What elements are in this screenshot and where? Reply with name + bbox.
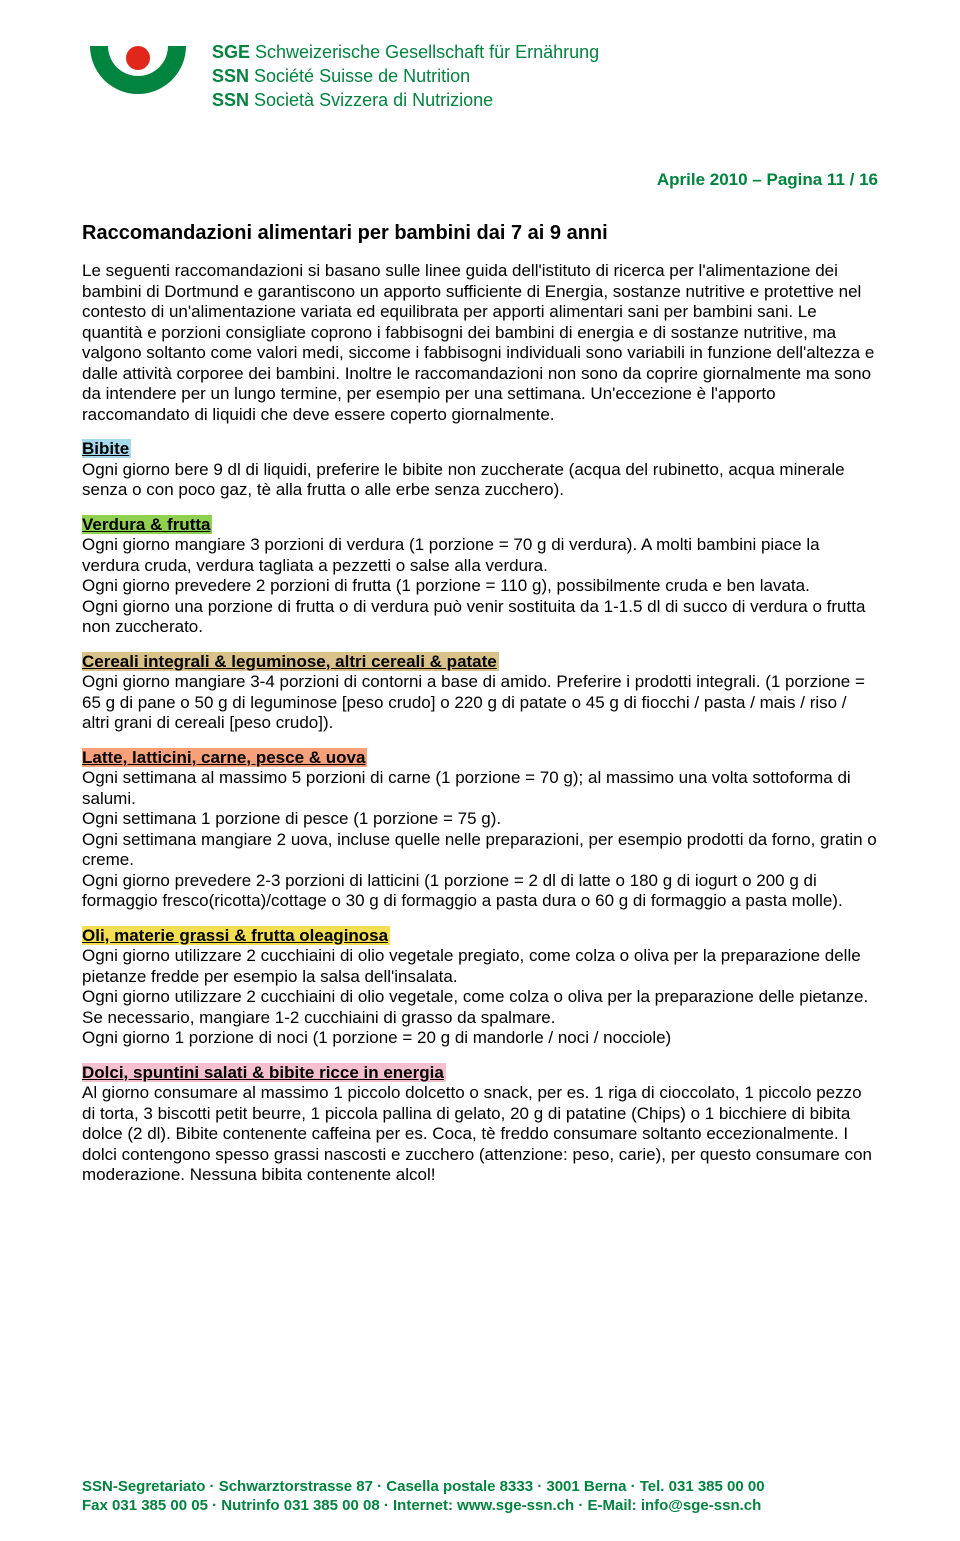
section-body-verdura: Ogni giorno mangiare 3 porzioni di verdu… — [82, 535, 878, 638]
org-line-3: SSN Società Svizzera di Nutrizione — [212, 88, 599, 112]
section-bibite: Bibite Ogni giorno bere 9 dl di liquidi, … — [82, 439, 878, 501]
footer-line-2: Fax 031 385 00 05 · Nutrinfo 031 385 00 … — [82, 1496, 878, 1515]
logo-icon — [82, 38, 194, 112]
section-body-dolci: Al giorno consumare al massimo 1 piccolo… — [82, 1083, 878, 1186]
section-body-oli: Ogni giorno utilizzare 2 cucchiaini di o… — [82, 946, 878, 1049]
section-body-latte: Ogni settimana al massimo 5 porzioni di … — [82, 768, 878, 912]
section-body-bibite: Ogni giorno bere 9 dl di liquidi, prefer… — [82, 460, 878, 501]
section-body-cereali: Ogni giorno mangiare 3-4 porzioni di con… — [82, 672, 878, 734]
section-heading-dolci: Dolci, spuntini salati & bibite ricce in… — [82, 1063, 446, 1082]
section-cereali: Cereali integrali & leguminose, altri ce… — [82, 652, 878, 734]
org-name-1: Schweizerische Gesellschaft für Ernährun… — [255, 42, 599, 62]
section-heading-verdura: Verdura & frutta — [82, 515, 212, 534]
section-dolci: Dolci, spuntini salati & bibite ricce in… — [82, 1063, 878, 1186]
footer: SSN-Segretariato · Schwarztorstrasse 87 … — [82, 1477, 878, 1515]
org-abbr-2: SSN — [212, 66, 249, 86]
footer-line-1: SSN-Segretariato · Schwarztorstrasse 87 … — [82, 1477, 878, 1496]
org-line-2: SSN Société Suisse de Nutrition — [212, 64, 599, 88]
section-oli: Oli, materie grassi & frutta oleaginosaO… — [82, 926, 878, 1049]
section-latte: Latte, latticini, carne, pesce & uovaOgn… — [82, 748, 878, 912]
section-verdura: Verdura & fruttaOgni giorno mangiare 3 p… — [82, 515, 878, 638]
org-abbr-3: SSN — [212, 90, 249, 110]
header: SGE Schweizerische Gesellschaft für Ernä… — [82, 38, 878, 112]
sections-container: Bibite Ogni giorno bere 9 dl di liquidi, … — [82, 439, 878, 1186]
org-abbr-1: SGE — [212, 42, 250, 62]
org-line-1: SGE Schweizerische Gesellschaft für Ernä… — [212, 40, 599, 64]
date-page-line: Aprile 2010 – Pagina 11 / 16 — [82, 170, 878, 190]
org-names: SGE Schweizerische Gesellschaft für Ernä… — [212, 38, 599, 112]
section-heading-cereali: Cereali integrali & leguminose, altri ce… — [82, 652, 499, 671]
section-heading-oli: Oli, materie grassi & frutta oleaginosa — [82, 926, 390, 945]
intro-paragraph: Le seguenti raccomandazioni si basano su… — [82, 261, 878, 425]
page: SGE Schweizerische Gesellschaft für Ernä… — [0, 0, 960, 1541]
org-name-3: Società Svizzera di Nutrizione — [254, 90, 493, 110]
section-heading-latte: Latte, latticini, carne, pesce & uova — [82, 748, 367, 767]
page-title: Raccomandazioni alimentari per bambini d… — [82, 222, 878, 245]
org-name-2: Société Suisse de Nutrition — [254, 66, 470, 86]
section-heading-bibite: Bibite — [82, 439, 131, 458]
